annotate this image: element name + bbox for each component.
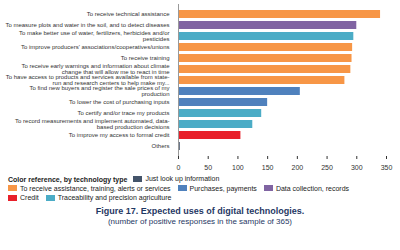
svg-text:250: 250 xyxy=(321,164,333,171)
svg-text:50: 50 xyxy=(204,164,212,171)
html-text:run and research centers to he: run and research centers to help make my… xyxy=(52,80,170,87)
svg-text:To lower the cost of purchasin: To lower the cost of purchasing inputs xyxy=(69,99,169,105)
svg-text:Others: Others xyxy=(151,143,169,149)
svg-text:To measure plots and water in: To measure plots and water in the soil, … xyxy=(5,22,169,28)
html-text:Traceability and precision agr: Traceability and precision agriculture xyxy=(57,194,172,201)
html-text:Figure 17. Expected uses of di: Figure 17. Expected uses of digital tech… xyxy=(95,205,305,216)
svg-text:To certify and/or trace my pro: To certify and/or trace my products xyxy=(77,110,169,116)
svg-text:To improve producers' associat: To improve producers' associations/coope… xyxy=(21,44,170,50)
svg-text:300: 300 xyxy=(351,164,363,171)
svg-text:To make better use of water, f: To make better use of water, fertilizers… xyxy=(19,30,169,42)
html-text:To receive early warnings and: To receive early warnings and informatio… xyxy=(21,63,170,70)
svg-text:0: 0 xyxy=(177,164,181,171)
svg-text:To receive training: To receive training xyxy=(121,55,170,61)
html-text:(number of positive responses: (number of positive responses in the sam… xyxy=(107,216,292,226)
svg-text:To improve my access to formal: To improve my access to formal credit xyxy=(69,132,170,138)
html-text:Color reference, by technology: Color reference, by technology type xyxy=(8,175,128,183)
html-text:Data collection, records: Data collection, records xyxy=(275,184,349,192)
html-text:Credit: Credit xyxy=(20,194,39,201)
html-text:To have access to products and: To have access to products and services … xyxy=(5,74,170,81)
svg-text:To record measurements and imp: To record measurements and implement aut… xyxy=(15,118,169,130)
svg-text:To receive technical assistanc: To receive technical assistance xyxy=(87,11,170,17)
html-text:Purchases, payments: Purchases, payments xyxy=(189,184,257,192)
html-text:change that will allow me to r: change that will allow me to react in ti… xyxy=(61,69,170,76)
svg-text:100: 100 xyxy=(232,164,244,171)
svg-text:200: 200 xyxy=(292,164,304,171)
html-text:Just look up information: Just look up information xyxy=(145,175,220,182)
svg-text:To find new buyers and registe: To find new buyers and register the sale… xyxy=(29,85,169,97)
svg-text:350: 350 xyxy=(381,164,393,171)
html-text:To receive assistance, trainin: To receive assistance, training, alerts … xyxy=(20,184,171,192)
svg-text:150: 150 xyxy=(262,164,274,171)
